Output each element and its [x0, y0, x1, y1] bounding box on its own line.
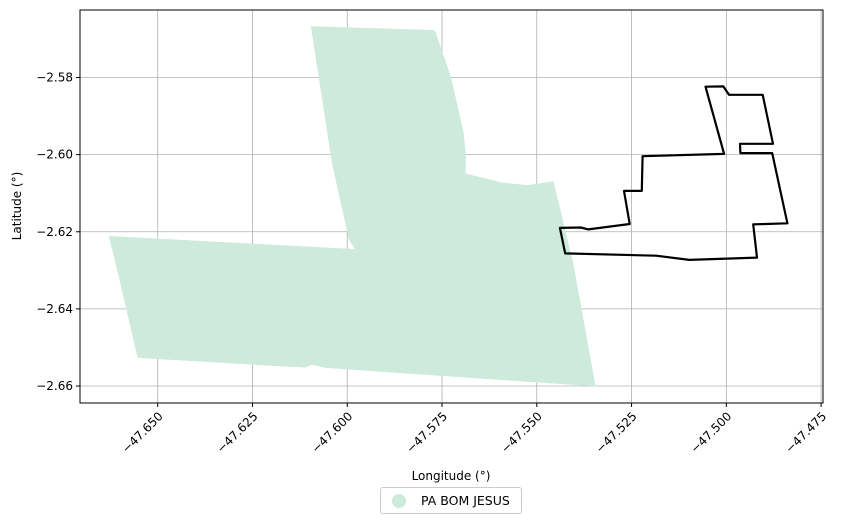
x-tick-label: −47.475: [783, 409, 830, 456]
y-tick-label: −2.64: [36, 302, 73, 316]
legend-swatch: [392, 493, 406, 508]
boundary-outline: [558, 85, 789, 261]
x-tick-label: −47.625: [214, 409, 261, 456]
x-tick-label: −47.650: [119, 409, 166, 456]
y-tick-label: −2.58: [36, 70, 73, 84]
x-tick-label: −47.550: [498, 409, 545, 456]
legend: PA BOM JESUS: [380, 487, 522, 514]
y-axis-title: Latitude (°): [10, 172, 24, 241]
y-tick-label: −2.66: [36, 379, 73, 393]
y-tick-label: −2.62: [36, 225, 73, 239]
polygon-layer: [108, 26, 789, 387]
legend-label: PA BOM JESUS: [421, 493, 510, 508]
x-tick-label: −47.575: [403, 409, 450, 456]
x-tick-label: −47.500: [688, 409, 735, 456]
y-tick-label: −2.60: [36, 148, 73, 162]
plot-area-frame: [79, 9, 824, 404]
x-tick-label: −47.600: [309, 409, 356, 456]
pa-bom-jesus-polygon: [108, 26, 596, 387]
x-tick-label: −47.525: [593, 409, 640, 456]
x-axis-title: Longitude (°): [412, 469, 491, 483]
